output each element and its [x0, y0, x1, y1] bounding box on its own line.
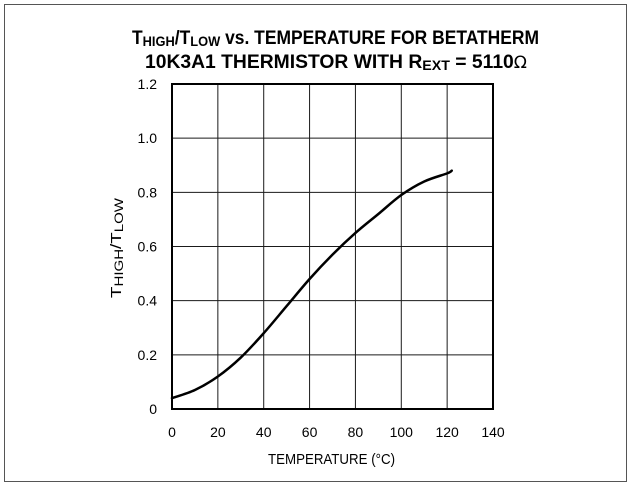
y-label-t-low-base: /T [108, 232, 125, 249]
y-axis-tick-labels: 0 0.2 0.4 0.6 0.8 1.0 1.2 [138, 76, 158, 417]
x-tick-label: 80 [348, 424, 364, 440]
y-tick-label: 0.8 [138, 184, 158, 200]
x-tick-label: 20 [210, 424, 226, 440]
title-subscript-ext: EXT [422, 57, 450, 73]
x-tick-label: 100 [390, 424, 414, 440]
y-axis-label: THIGH/TLOW [108, 197, 126, 298]
series-group [170, 169, 453, 400]
series-line [170, 169, 453, 400]
title-subscript-low: LOW [190, 33, 221, 49]
title-t-low-base: /T [175, 28, 191, 49]
chart-title-line-2: 10K3A1 THERMISTOR WITH R EXT = 5110Ω [145, 52, 527, 73]
title-line-1-text: vs. TEMPERATURE FOR BETATHERM [220, 28, 539, 49]
grid-lines [172, 84, 493, 409]
x-tick-label: 140 [481, 424, 505, 440]
title-t-high-base: T [132, 28, 143, 49]
y-label-t-high-base: T [108, 287, 125, 298]
y-label-subscript-high: HIGH [112, 249, 126, 287]
y-tick-label: 0 [149, 401, 157, 417]
y-tick-label: 0.6 [138, 239, 158, 255]
x-axis-label: TEMPERATURE (°C) [268, 451, 395, 468]
x-tick-label: 0 [168, 424, 176, 440]
title-line-2-text: 10K3A1 THERMISTOR WITH R [145, 52, 423, 73]
y-tick-label: 1.0 [138, 130, 158, 146]
chart-title-line-1: THIGH/TLOW vs. TEMPERATURE FOR BETATHERM [132, 28, 539, 49]
title-subscript-high: HIGH [143, 33, 175, 49]
x-tick-label: 40 [256, 424, 272, 440]
plot-border [171, 83, 494, 410]
y-label-subscript-low: LOW [112, 197, 126, 232]
y-tick-label: 1.2 [138, 76, 158, 92]
title-ohm-symbol: Ω [514, 53, 527, 73]
x-axis-tick-labels: 0 20 40 60 80 100 120 140 [168, 424, 505, 440]
x-tick-label: 120 [435, 424, 459, 440]
y-tick-label: 0.4 [138, 293, 158, 309]
title-resistance-value: = 5110 [450, 52, 514, 73]
x-tick-label: 60 [302, 424, 318, 440]
y-tick-label: 0.2 [138, 347, 158, 363]
